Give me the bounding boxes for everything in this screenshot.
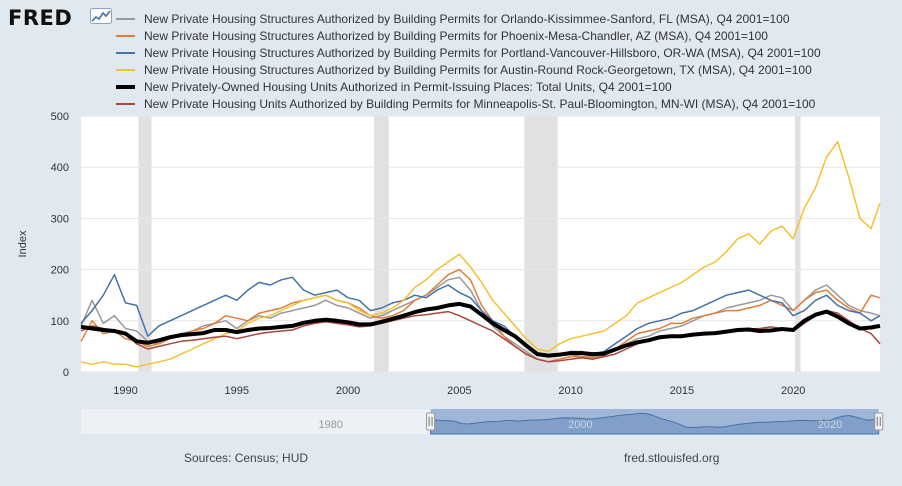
y-tick-label: 100 [51, 316, 69, 328]
sources-text: Sources: Census; HUD [184, 451, 309, 465]
y-tick-label: 200 [51, 265, 69, 277]
recession-band [374, 116, 389, 372]
navigator-tick-label: 2000 [568, 419, 592, 431]
legend-label: New Private Housing Units Authorized by … [144, 96, 816, 111]
site-link[interactable]: fred.stlouisfed.org [624, 451, 720, 465]
legend-label: New Privately-Owned Housing Units Author… [144, 79, 672, 94]
legend-swatch [116, 68, 135, 71]
legend-item[interactable]: New Private Housing Units Authorized by … [116, 95, 821, 112]
navigator-series [430, 412, 880, 435]
legend-swatch [116, 84, 135, 89]
legend-label: New Private Housing Structures Authorize… [144, 62, 812, 77]
line-chart-icon [90, 8, 112, 24]
x-tick-label: 2020 [781, 385, 805, 397]
legend-label: New Private Housing Structures Authorize… [144, 45, 821, 60]
series-line [80, 140, 881, 368]
recession-band [138, 116, 152, 372]
x-tick-label: 2015 [670, 385, 694, 397]
x-tick-label: 2005 [447, 385, 471, 397]
legend-item[interactable]: New Privately-Owned Housing Units Author… [116, 78, 821, 95]
navigator-handle[interactable] [426, 412, 436, 431]
y-tick-label: 500 [51, 111, 69, 123]
legend-label: New Private Housing Structures Authorize… [144, 28, 768, 43]
navigator-tick-label: 1980 [318, 419, 342, 431]
legend-item[interactable]: New Private Housing Structures Authorize… [116, 44, 821, 61]
series-line [80, 301, 881, 358]
chart-legend: New Private Housing Structures Authorize… [116, 10, 821, 112]
y-tick-label: 300 [51, 213, 69, 225]
series-line [80, 273, 881, 358]
legend-item[interactable]: New Private Housing Structures Authorize… [116, 61, 821, 78]
x-tick-label: 2000 [336, 385, 360, 397]
navigator-tick-label: 2020 [818, 419, 842, 431]
x-tick-label: 1995 [225, 385, 249, 397]
series-line [80, 268, 881, 363]
x-tick-label: 2010 [558, 385, 582, 397]
x-tick-label: 1990 [113, 385, 137, 397]
recession-band [794, 116, 801, 372]
legend-swatch [116, 102, 135, 105]
navigator-handle[interactable] [874, 412, 884, 431]
recession-band [524, 116, 558, 372]
fred-logo: FRED [8, 6, 73, 30]
y-tick-label: 400 [51, 162, 69, 174]
y-axis-label: Index [17, 230, 29, 257]
legend-label: New Private Housing Structures Authorize… [144, 11, 790, 26]
legend-item[interactable]: New Private Housing Structures Authorize… [116, 10, 821, 27]
y-tick-label: 0 [63, 367, 69, 379]
legend-swatch [116, 17, 135, 20]
legend-swatch [116, 34, 135, 37]
legend-swatch [116, 51, 135, 54]
legend-item[interactable]: New Private Housing Structures Authorize… [116, 27, 821, 44]
